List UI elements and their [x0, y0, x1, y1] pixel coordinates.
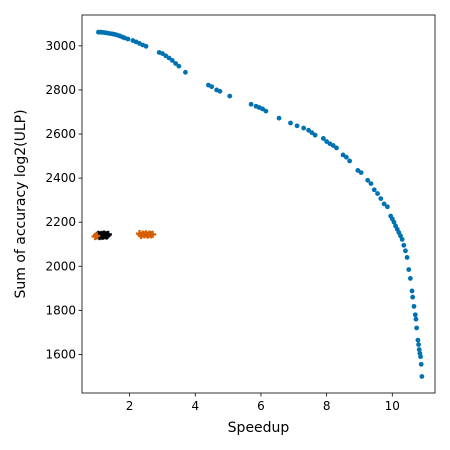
data-point [143, 43, 149, 49]
data-point [358, 170, 364, 175]
data-point [411, 303, 417, 309]
y-tick-label: 2600 [45, 127, 76, 141]
data-point [418, 361, 424, 367]
data-point [166, 55, 172, 61]
data-point [404, 255, 410, 260]
data-point [306, 127, 311, 133]
data-point [320, 136, 326, 141]
data-point [183, 69, 188, 75]
data-point [415, 337, 421, 343]
data-point [413, 316, 419, 322]
data-point [276, 115, 282, 121]
data-point [365, 177, 371, 183]
data-point [407, 275, 413, 281]
data-point [403, 248, 408, 254]
data-point [263, 108, 269, 114]
data-point [406, 267, 412, 272]
data-point [378, 196, 384, 202]
data-point [176, 63, 182, 69]
data-point [104, 230, 112, 238]
data-point [309, 130, 315, 136]
data-point [334, 145, 339, 151]
x-tick-label: 2 [126, 399, 134, 413]
data-point [217, 88, 223, 94]
data-point [409, 288, 415, 294]
y-tick-label: 2400 [45, 171, 76, 185]
data-point [416, 342, 421, 347]
x-tick-label: 10 [385, 399, 400, 413]
y-tick-label: 2200 [45, 215, 76, 229]
data-point [173, 61, 178, 66]
data-point [125, 36, 131, 42]
data-point [169, 58, 175, 63]
x-axis-label: Speedup [228, 420, 290, 436]
axis-ticks: 2 4 6 8 10 1600 1800 2000 2200 2400 2600 2800 3000 [45, 39, 399, 413]
data-point [330, 143, 336, 148]
data-point [416, 347, 422, 352]
data-point [343, 154, 349, 160]
data-point [301, 125, 307, 131]
y-axis-label: Sum of accuracy log2(ULP) [13, 109, 29, 298]
data-point [412, 312, 418, 318]
data-point [410, 294, 416, 300]
data-point [375, 191, 380, 196]
data-point [294, 123, 300, 129]
data-point [248, 101, 254, 107]
data-point [391, 219, 397, 225]
x-tick-label: 6 [257, 399, 265, 413]
y-tick-label: 3000 [45, 39, 76, 53]
y-tick-label: 1800 [45, 303, 76, 317]
data-point [368, 181, 374, 187]
plot-marks [91, 29, 425, 379]
series-0 [96, 29, 425, 379]
data-point [347, 158, 353, 164]
data-point [384, 204, 390, 210]
data-point [227, 93, 233, 99]
data-point [418, 354, 423, 360]
data-point [381, 201, 387, 207]
plot-frame [81, 14, 436, 394]
y-tick-label: 1600 [45, 347, 76, 361]
data-point [93, 232, 101, 240]
data-point [371, 187, 377, 193]
data-point [414, 325, 420, 331]
data-point [149, 230, 157, 238]
data-point [419, 374, 425, 379]
x-tick-label: 4 [191, 399, 199, 413]
series-2 [91, 230, 157, 241]
data-point [209, 84, 215, 90]
data-point [288, 120, 293, 126]
data-point [312, 132, 318, 138]
x-tick-label: 8 [323, 399, 331, 413]
y-tick-label: 2000 [45, 259, 76, 273]
data-point [401, 242, 407, 248]
data-point [399, 236, 405, 242]
y-tick-label: 2800 [45, 83, 76, 97]
